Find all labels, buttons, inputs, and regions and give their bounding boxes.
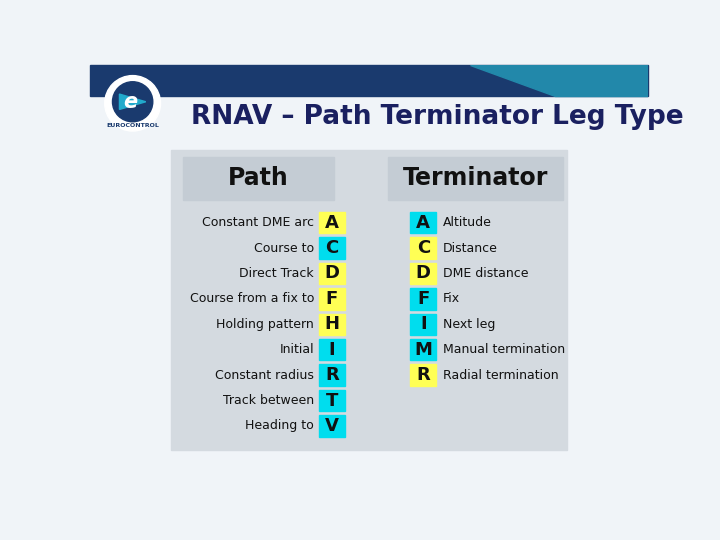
Text: Path: Path [228,166,289,190]
Text: C: C [325,239,338,257]
Text: Distance: Distance [443,241,498,254]
Text: R: R [416,366,430,384]
Bar [319,314,345,335]
Bar [319,262,345,284]
Polygon shape [469,65,648,96]
Bar [410,262,436,284]
Text: D: D [415,265,431,282]
Text: Holding pattern: Holding pattern [216,318,314,331]
Bar [410,339,436,361]
Text: Terminator: Terminator [402,166,548,190]
Text: Direct Track: Direct Track [239,267,314,280]
Text: Altitude: Altitude [443,216,492,229]
Text: D: D [324,265,339,282]
Text: e: e [123,92,138,112]
Bar [319,288,345,309]
Text: Course to: Course to [254,241,314,254]
Text: F: F [325,290,338,308]
Text: A: A [325,214,338,232]
Text: Track between: Track between [223,394,314,407]
Bar [410,212,436,233]
Text: R: R [325,366,338,384]
Text: Constant DME arc: Constant DME arc [202,216,314,229]
Bar [319,364,345,386]
Bar [319,212,345,233]
Text: M: M [414,341,432,359]
Bar [90,65,648,96]
Text: Fix: Fix [443,292,460,306]
Bar [319,339,345,361]
Bar [410,288,436,309]
Text: I: I [328,341,335,359]
Text: Initial: Initial [279,343,314,356]
Text: Next leg: Next leg [443,318,495,331]
Bar [410,364,436,386]
Text: V: V [325,417,338,435]
Bar [171,150,567,450]
Text: I: I [420,315,426,333]
Bar [410,314,436,335]
Text: Radial termination: Radial termination [443,369,558,382]
Bar [183,157,334,200]
Text: Heading to: Heading to [246,420,314,433]
Text: Constant radius: Constant radius [215,369,314,382]
Bar [319,415,345,437]
Circle shape [112,82,153,122]
Polygon shape [120,94,145,110]
Text: Course from a fix to: Course from a fix to [189,292,314,306]
Text: EUROCONTROL: EUROCONTROL [106,123,159,128]
Text: Manual termination: Manual termination [443,343,564,356]
Text: F: F [417,290,429,308]
Text: T: T [325,392,338,409]
Text: C: C [417,239,430,257]
Bar [388,157,563,200]
Bar [319,390,345,411]
Bar [410,237,436,259]
Text: DME distance: DME distance [443,267,528,280]
Text: A: A [416,214,430,232]
Bar [319,237,345,259]
Text: RNAV – Path Terminator Leg Type: RNAV – Path Terminator Leg Type [191,104,683,130]
Text: H: H [324,315,339,333]
Circle shape [104,76,161,131]
